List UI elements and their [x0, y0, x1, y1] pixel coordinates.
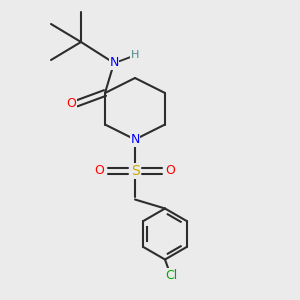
Text: O: O [66, 97, 76, 110]
Text: Cl: Cl [166, 268, 178, 282]
Text: S: S [130, 164, 140, 178]
Text: O: O [95, 164, 104, 178]
Text: N: N [109, 56, 119, 70]
Text: H: H [131, 50, 139, 61]
Text: N: N [130, 133, 140, 146]
Text: O: O [166, 164, 175, 178]
